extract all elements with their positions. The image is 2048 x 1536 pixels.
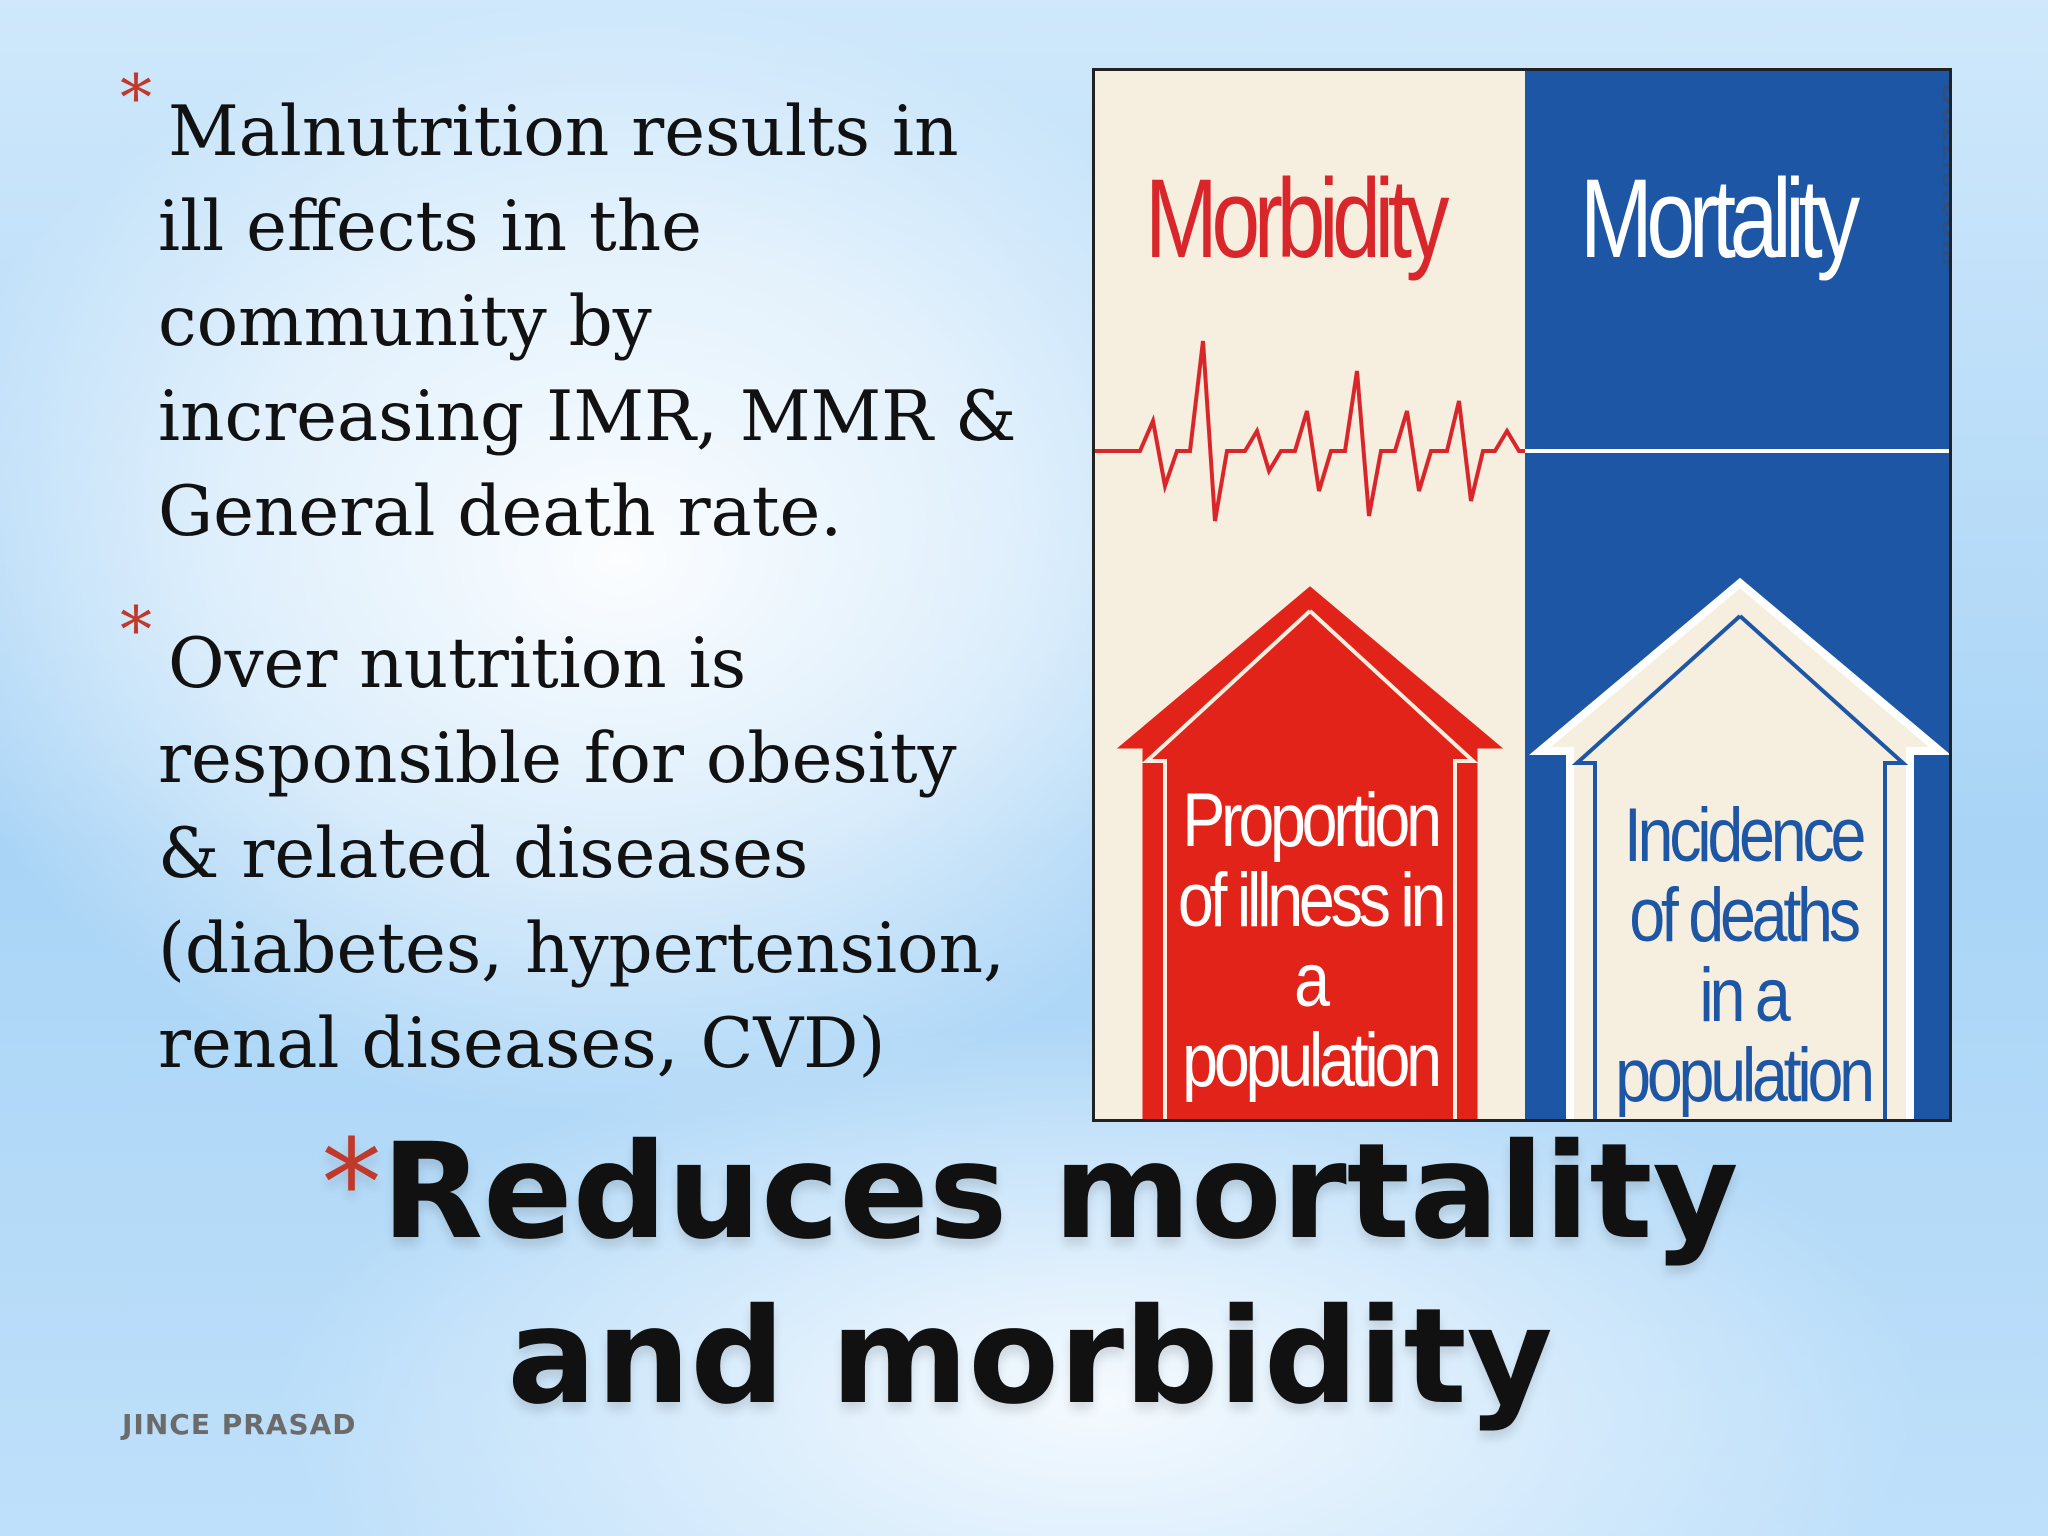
mortality-definition: Incidence of deaths in a population (1615, 793, 1875, 1118)
bullet-text: Malnutrition results in ill effects in t… (158, 92, 1017, 552)
bullet-malnutrition: * Malnutrition results in ill effects in… (120, 67, 1020, 560)
title-star: * (321, 1115, 382, 1254)
slide-title: *Reduces mortality and morbidity (250, 1112, 1810, 1437)
watermark: Buzzle.com (1936, 83, 1952, 269)
bullet-over-nutrition: * Over nutrition is responsible for obes… (120, 599, 1020, 1092)
red-up-arrow-icon (1103, 579, 1517, 1119)
blue-up-arrow-icon (1529, 577, 1949, 1119)
morbidity-definition: Proportion of illness in a population (1177, 778, 1447, 1103)
bullet-star: * (120, 594, 152, 668)
bullet-text: Over nutrition is responsible for obesit… (158, 624, 1005, 1084)
author-footer: JINCE PRASAD (122, 1408, 357, 1441)
heartbeat-line-icon (1095, 340, 1525, 522)
title-text: Reduces mortality and morbidity (381, 1115, 1739, 1434)
bullet-star: * (120, 62, 152, 136)
morbidity-mortality-image: Morbidity Mortality Buzzle.com Proportio… (1092, 68, 1952, 1122)
panel-graphics (1095, 340, 1949, 1119)
mortality-heading: Mortality (1580, 156, 1860, 281)
morbidity-heading: Morbidity (1145, 156, 1449, 281)
